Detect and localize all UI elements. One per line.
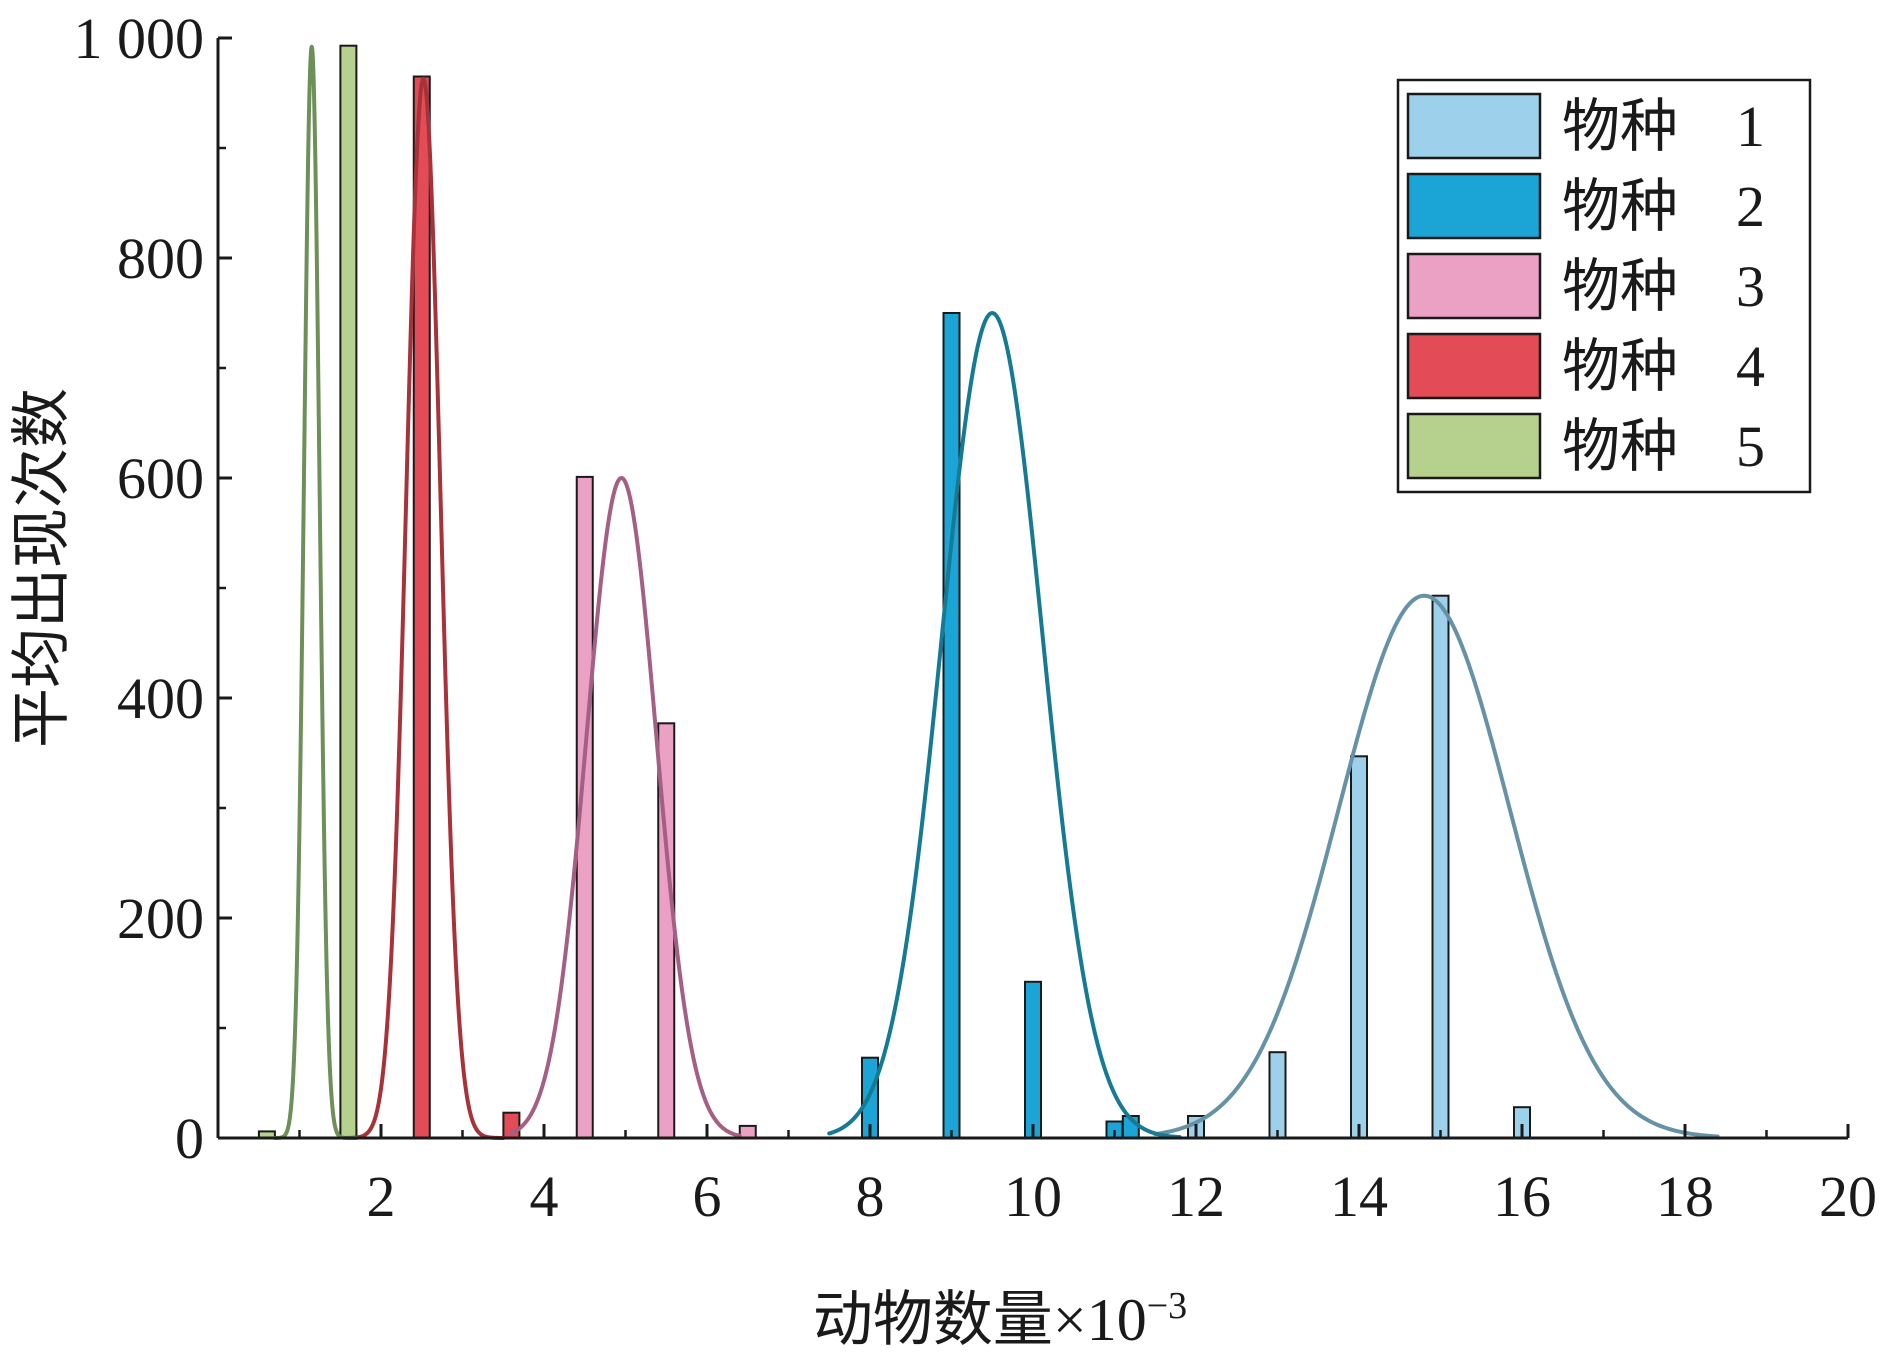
- x-axis-title-exponent: −3: [1147, 1285, 1187, 1327]
- bar-series-4: [412, 75, 431, 1139]
- fit-curve-series-3: [509, 476, 742, 1138]
- bar-series-1: [1350, 755, 1368, 1139]
- y-ticks: 0 200 400 600 800 1 000: [74, 6, 232, 1171]
- bars-layer: [257, 44, 1531, 1140]
- bar-series-2: [1024, 980, 1042, 1139]
- bar-series-1: [1431, 594, 1450, 1139]
- legend-swatch-4: [1406, 332, 1542, 400]
- legend-swatch-5: [1406, 412, 1542, 480]
- fit-curve-series-1: [1153, 593, 1720, 1139]
- legend: 物种 1 物种 2 物种 3 物种 4 物种 5: [1396, 78, 1812, 494]
- bar-series-5: [339, 44, 358, 1140]
- x-tick-label: 20: [1819, 1164, 1877, 1229]
- x-tick-label: 14: [1330, 1164, 1388, 1229]
- legend-swatch-1: [1406, 92, 1542, 160]
- bar-series-1: [1268, 1051, 1287, 1139]
- fit-curve-series-2: [827, 311, 1182, 1140]
- legend-label-5: 物种 5: [1562, 414, 1765, 479]
- x-tick-label: 4: [530, 1164, 559, 1229]
- bar-series-3: [738, 1124, 757, 1140]
- y-tick-label: 800: [117, 226, 204, 291]
- y-tick-label: 200: [117, 886, 204, 951]
- legend-label-3: 物种 3: [1562, 254, 1765, 319]
- bar-series-2: [942, 312, 961, 1139]
- legend-label-2: 物种 2: [1562, 174, 1765, 239]
- y-tick-label: 600: [117, 446, 204, 511]
- x-tick-label: 2: [367, 1164, 396, 1229]
- x-ticks: 2 4 6 8 10 12 14 16 18 20: [298, 1124, 1877, 1229]
- fit-curve-series-4: [346, 76, 506, 1140]
- x-tick-label: 10: [1004, 1164, 1062, 1229]
- x-tick-label: 8: [856, 1164, 885, 1229]
- y-tick-label: 0: [175, 1106, 204, 1171]
- y-tick-label: 1 000: [74, 6, 205, 71]
- y-axis-title: 平均出现次数: [9, 388, 75, 748]
- x-tick-label: 18: [1656, 1164, 1714, 1229]
- x-axis-title: 动物数量×10−3: [813, 1285, 1187, 1353]
- legend-label-4: 物种 4: [1562, 334, 1765, 399]
- legend-label-1: 物种 1: [1562, 94, 1765, 159]
- legend-swatch-3: [1406, 252, 1542, 320]
- legend-swatch-2: [1406, 172, 1542, 240]
- x-tick-label: 12: [1167, 1164, 1225, 1229]
- x-axis-title-main: 动物数量×10: [813, 1287, 1147, 1353]
- x-tick-label: 16: [1493, 1164, 1551, 1229]
- y-tick-label: 400: [117, 666, 204, 731]
- x-tick-label: 6: [693, 1164, 722, 1229]
